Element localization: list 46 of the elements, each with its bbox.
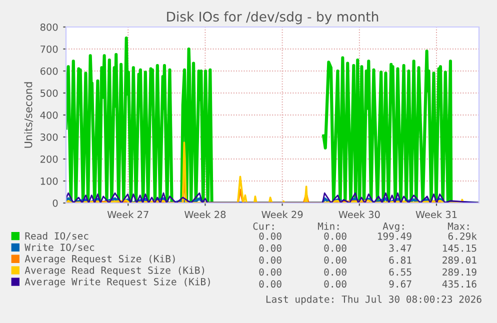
text: 0.00 (324, 232, 346, 240)
text: 9.67 (389, 280, 412, 288)
text: 0.00 (259, 256, 282, 264)
text: Avg: (382, 222, 404, 232)
legend-label: Write IO/sec (24, 243, 94, 252)
text: 0.00 (259, 280, 282, 288)
y-tick-label: 600 (40, 67, 58, 75)
y-tick-label: 200 (40, 155, 58, 163)
text: Last update: Thu Jul 30 08:00:23 2026 (266, 295, 482, 305)
y-tick-label: 300 (40, 133, 58, 141)
text: 0.00 (259, 244, 282, 252)
x-tick-label: Week 31 (416, 210, 457, 218)
text: 289.01 (442, 256, 476, 264)
y-tick-label: 500 (40, 89, 58, 97)
y-tick-label: 800 (40, 23, 58, 31)
text: 6.29k (448, 232, 477, 240)
text: 0.00 (324, 268, 346, 276)
text: 0.00 (324, 256, 346, 264)
text: 0.00 (324, 280, 346, 288)
text: 0.00 (324, 244, 346, 252)
y-tick-label: 700 (40, 45, 58, 53)
text: Cur: (253, 222, 274, 230)
text: 6.55 (389, 268, 412, 276)
text: 0.00 (259, 232, 282, 240)
x-tick-label: Week 27 (107, 210, 148, 218)
text: 3.47 (389, 244, 412, 252)
y-tick-label: 100 (40, 177, 58, 185)
legend-label: Average Write Request Size (KiB) (24, 278, 210, 288)
legend-label: Average Read Request Size (KiB) (24, 266, 204, 276)
text: 199.49 (378, 232, 412, 240)
y-tick-label: 0 (52, 199, 58, 207)
legend-label: Read IO/sec (25, 232, 88, 240)
legend-label: Average Request Size (KiB) (24, 254, 175, 264)
text: 435.16 (442, 280, 476, 288)
chart-title: Disk IOs for /dev/sdg - by month (167, 11, 378, 24)
x-tick-label: Week 30 (338, 210, 380, 218)
text: 0.00 (259, 268, 282, 276)
text: Max: (448, 222, 469, 230)
x-tick-label: Week 29 (262, 210, 303, 218)
y-axis-title: Units/second (24, 82, 34, 148)
text: 145.15 (443, 244, 476, 252)
text: 6.81 (389, 256, 412, 264)
text: Min: (318, 222, 339, 230)
text: 289.19 (442, 268, 476, 276)
y-tick-label: 400 (40, 111, 58, 119)
x-tick-label: Week 28 (184, 210, 226, 218)
